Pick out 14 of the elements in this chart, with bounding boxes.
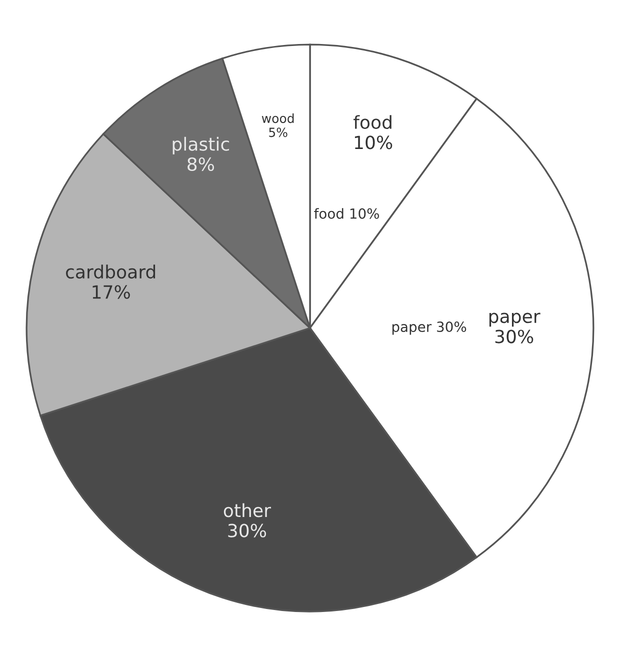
data-label: 10% [354, 136, 392, 150]
slice-label: paper [489, 312, 540, 327]
slice-label: food [354, 115, 392, 130]
text: food 10% [314, 208, 380, 219]
text: paper 30% [392, 322, 466, 335]
data-label: 30% [495, 330, 534, 344]
slice-label: other [224, 503, 271, 518]
data-label: 8% [188, 157, 214, 172]
data-label: 30% [228, 524, 266, 538]
slice-label: cardboard [66, 264, 156, 279]
data-label: 17% [92, 285, 130, 299]
slice-label: plastic [172, 136, 230, 154]
slice-label: wood [262, 113, 294, 124]
data-label: 5% [269, 128, 288, 138]
